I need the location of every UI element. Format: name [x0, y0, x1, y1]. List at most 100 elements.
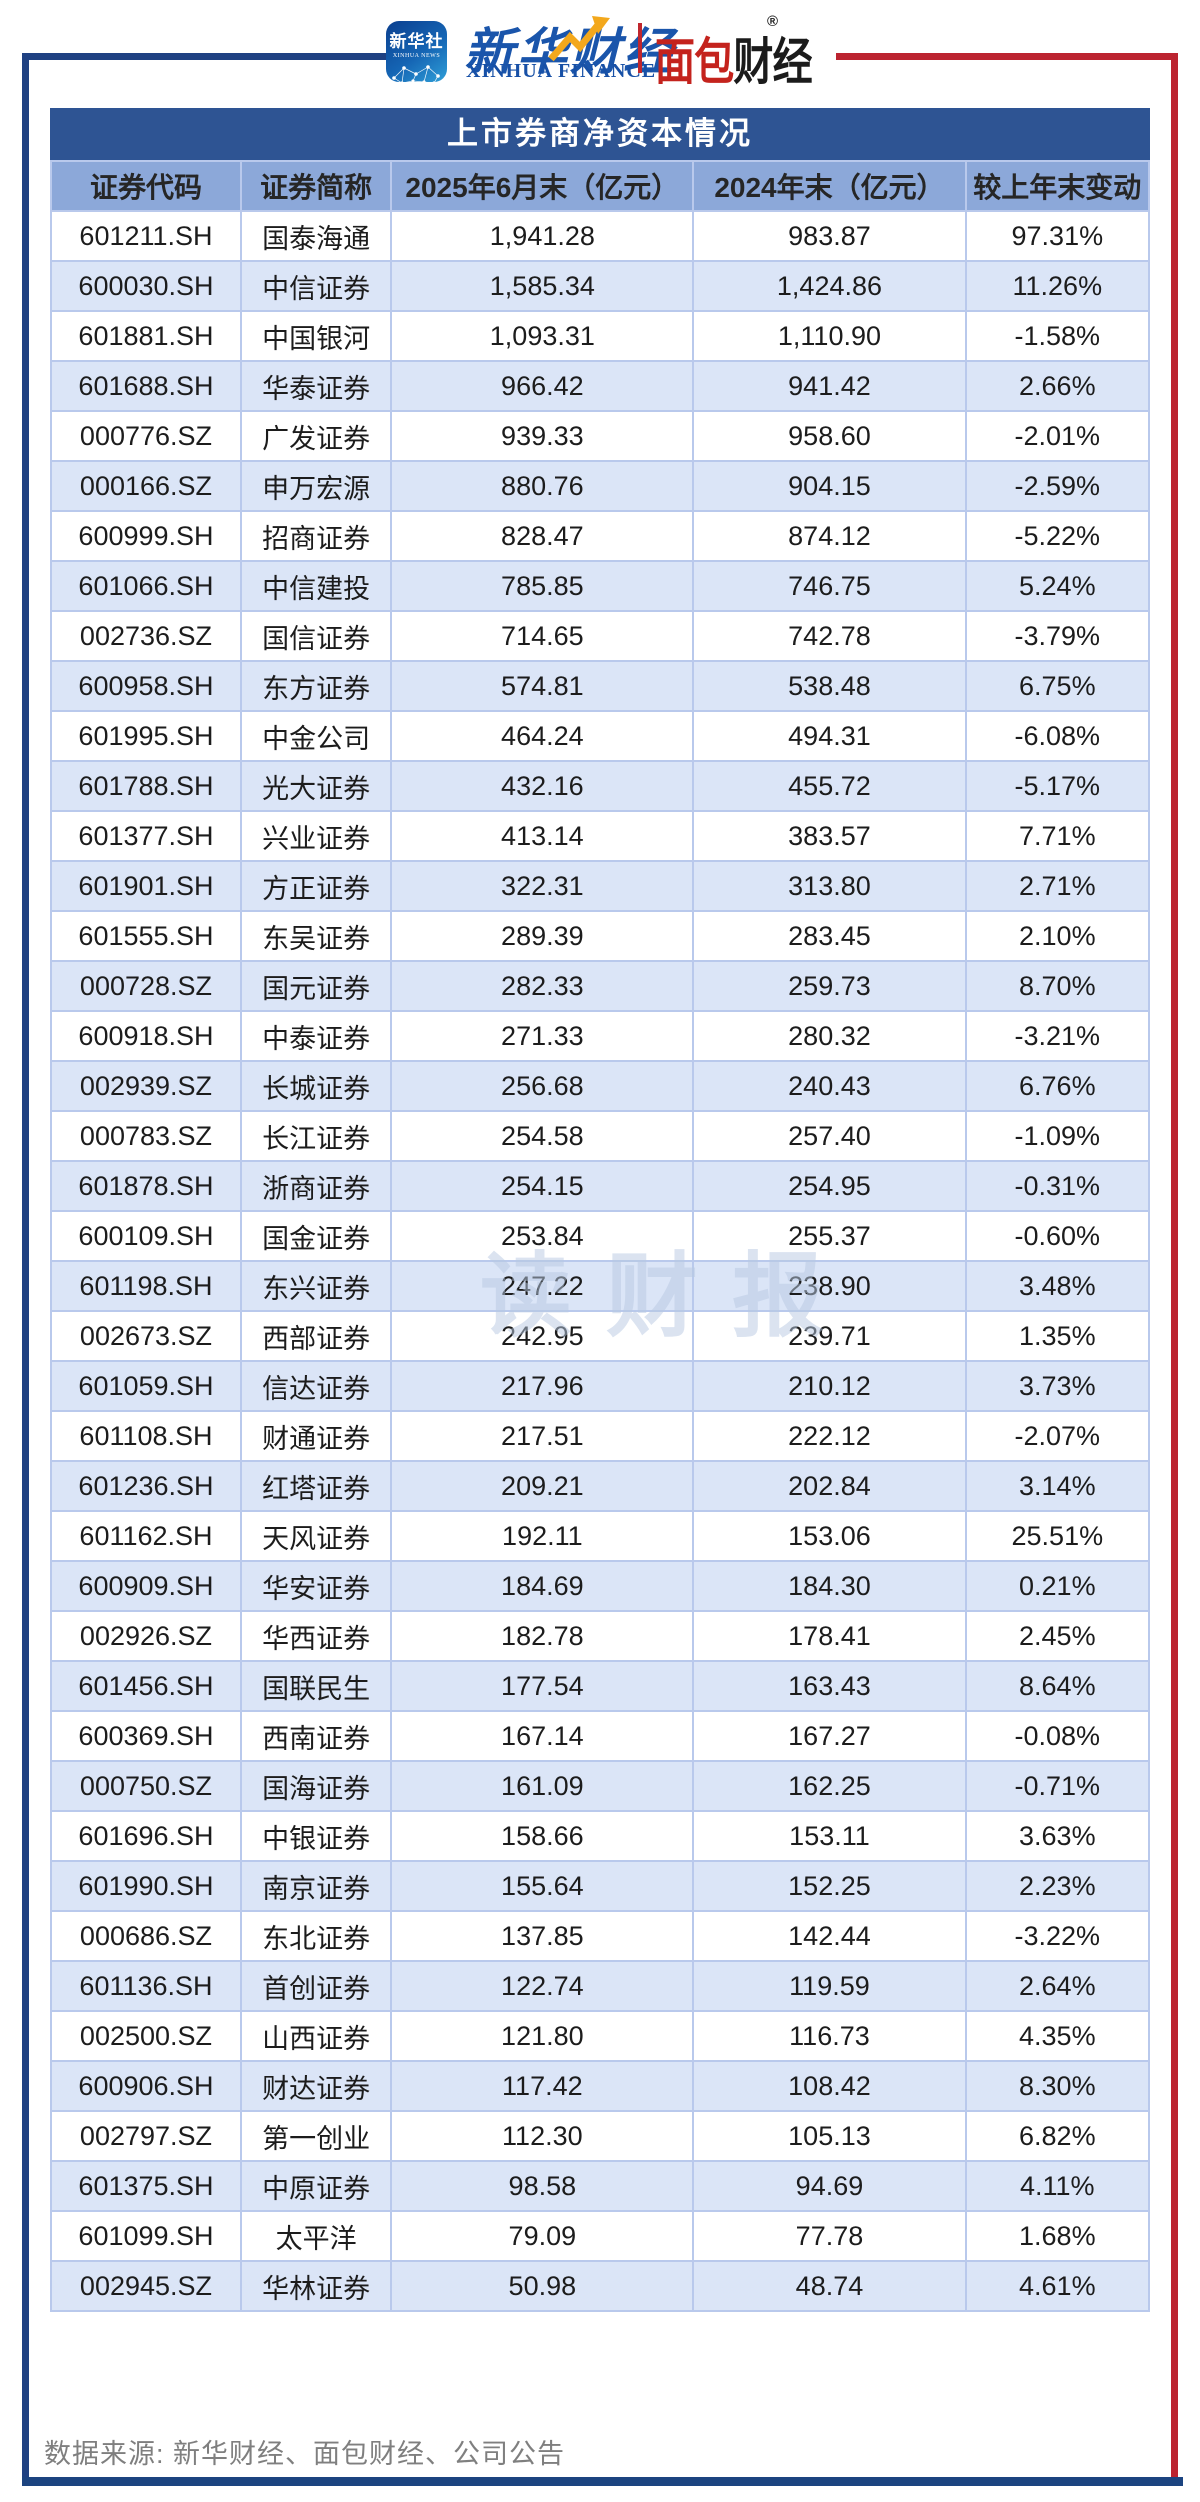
end2024-cell: 313.80	[692, 860, 967, 912]
table-row: 002673.SZ 西部证券 242.95 239.71 1.35%	[50, 1310, 1151, 1362]
xinhua-finance-en: XINHUA FINANCE	[466, 60, 657, 82]
change-cell: -0.71%	[964, 1760, 1151, 1812]
change-cell: 11.26%	[964, 260, 1151, 312]
end2024-cell: 455.72	[692, 760, 967, 812]
table-row: 002939.SZ 长城证券 256.68 240.43 6.76%	[50, 1060, 1151, 1112]
name-cell: 中金公司	[239, 710, 393, 762]
jun2025-cell: 253.84	[390, 1210, 695, 1262]
jun2025-cell: 247.22	[390, 1260, 695, 1312]
end2024-cell: 184.30	[692, 1560, 967, 1612]
table-row: 601198.SH 东兴证券 247.22 238.90 3.48%	[50, 1260, 1151, 1312]
jun2025-cell: 574.81	[390, 660, 695, 712]
table-row: 601788.SH 光大证券 432.16 455.72 -5.17%	[50, 760, 1151, 812]
frame-line-top-left	[22, 53, 386, 60]
jun2025-cell: 217.96	[390, 1360, 695, 1412]
code-cell: 601059.SH	[50, 1360, 242, 1412]
column-header-1: 证券简称	[239, 160, 393, 212]
name-cell: 第一创业	[239, 2110, 393, 2162]
table-header-row: 证券代码 证券简称 2025年6月末（亿元） 2024年末（亿元） 较上年末变动	[50, 160, 1151, 212]
jun2025-cell: 117.42	[390, 2060, 695, 2112]
code-cell: 600999.SH	[50, 510, 242, 562]
code-cell: 002500.SZ	[50, 2010, 242, 2062]
mianbao-finance-logo: 面包财经	[655, 22, 813, 94]
change-cell: -3.21%	[964, 1010, 1151, 1062]
column-header-2: 2025年6月末（亿元）	[390, 160, 695, 212]
table-row: 600369.SH 西南证券 167.14 167.27 -0.08%	[50, 1710, 1151, 1762]
table-row: 601066.SH 中信建投 785.85 746.75 5.24%	[50, 560, 1151, 612]
change-cell: -0.08%	[964, 1710, 1151, 1762]
name-cell: 申万宏源	[239, 460, 393, 512]
jun2025-cell: 289.39	[390, 910, 695, 962]
jun2025-cell: 413.14	[390, 810, 695, 862]
end2024-cell: 1,424.86	[692, 260, 967, 312]
end2024-cell: 240.43	[692, 1060, 967, 1112]
table-row: 601236.SH 红塔证券 209.21 202.84 3.14%	[50, 1460, 1151, 1512]
change-cell: 2.66%	[964, 360, 1151, 412]
end2024-cell: 254.95	[692, 1160, 967, 1212]
code-cell: 601901.SH	[50, 860, 242, 912]
code-cell: 000166.SZ	[50, 460, 242, 512]
jun2025-cell: 155.64	[390, 1860, 695, 1912]
code-cell: 601136.SH	[50, 1960, 242, 2012]
end2024-cell: 259.73	[692, 960, 967, 1012]
name-cell: 南京证券	[239, 1860, 393, 1912]
change-cell: 8.70%	[964, 960, 1151, 1012]
table-row: 601995.SH 中金公司 464.24 494.31 -6.08%	[50, 710, 1151, 762]
jun2025-cell: 209.21	[390, 1460, 695, 1512]
table-row: 601377.SH 兴业证券 413.14 383.57 7.71%	[50, 810, 1151, 862]
table-row: 000166.SZ 申万宏源 880.76 904.15 -2.59%	[50, 460, 1151, 512]
table-row: 601099.SH 太平洋 79.09 77.78 1.68%	[50, 2210, 1151, 2262]
jun2025-cell: 184.69	[390, 1560, 695, 1612]
change-cell: -1.09%	[964, 1110, 1151, 1162]
jun2025-cell: 98.58	[390, 2160, 695, 2212]
table-row: 601211.SH 国泰海通 1,941.28 983.87 97.31%	[50, 210, 1151, 262]
change-cell: 97.31%	[964, 210, 1151, 262]
end2024-cell: 1,110.90	[692, 310, 967, 362]
code-cell: 601236.SH	[50, 1460, 242, 1512]
end2024-cell: 119.59	[692, 1960, 967, 2012]
end2024-cell: 105.13	[692, 2110, 967, 2162]
name-cell: 光大证券	[239, 760, 393, 812]
name-cell: 国联民生	[239, 1660, 393, 1712]
name-cell: 中信建投	[239, 560, 393, 612]
jun2025-cell: 714.65	[390, 610, 695, 662]
table-row: 601059.SH 信达证券 217.96 210.12 3.73%	[50, 1360, 1151, 1412]
end2024-cell: 222.12	[692, 1410, 967, 1462]
table-row: 000750.SZ 国海证券 161.09 162.25 -0.71%	[50, 1760, 1151, 1812]
name-cell: 财通证券	[239, 1410, 393, 1462]
change-cell: 4.35%	[964, 2010, 1151, 2062]
mianbao-logo-red-part: 面包	[655, 34, 734, 90]
end2024-cell: 280.32	[692, 1010, 967, 1062]
end2024-cell: 742.78	[692, 610, 967, 662]
net-capital-table-section: 上市券商净资本情况 证券代码 证券简称 2025年6月末（亿元） 2024年末（亿元）…	[50, 108, 1151, 2312]
change-cell: 0.21%	[964, 1560, 1151, 1612]
change-cell: -0.31%	[964, 1160, 1151, 1212]
table-row: 601108.SH 财通证券 217.51 222.12 -2.07%	[50, 1410, 1151, 1462]
jun2025-cell: 122.74	[390, 1960, 695, 2012]
code-cell: 002945.SZ	[50, 2260, 242, 2312]
change-cell: 3.63%	[964, 1810, 1151, 1862]
end2024-cell: 153.06	[692, 1510, 967, 1562]
code-cell: 000728.SZ	[50, 960, 242, 1012]
jun2025-cell: 432.16	[390, 760, 695, 812]
net-capital-table: 证券代码 证券简称 2025年6月末（亿元） 2024年末（亿元） 较上年末变动 601…	[50, 160, 1151, 2312]
jun2025-cell: 1,093.31	[390, 310, 695, 362]
jun2025-cell: 322.31	[390, 860, 695, 912]
name-cell: 浙商证券	[239, 1160, 393, 1212]
code-cell: 000783.SZ	[50, 1110, 242, 1162]
jun2025-cell: 217.51	[390, 1410, 695, 1462]
xinhua-icon-subtitle: XINHUA NEWS	[392, 53, 441, 59]
jun2025-cell: 177.54	[390, 1660, 695, 1712]
code-cell: 601108.SH	[50, 1410, 242, 1462]
column-header-4: 较上年末变动	[964, 160, 1151, 212]
code-cell: 600918.SH	[50, 1010, 242, 1062]
end2024-cell: 746.75	[692, 560, 967, 612]
name-cell: 西部证券	[239, 1310, 393, 1362]
jun2025-cell: 1,941.28	[390, 210, 695, 262]
jun2025-cell: 271.33	[390, 1010, 695, 1062]
xinhua-icon-title: 新华社	[389, 32, 444, 51]
logo-divider-line	[638, 23, 642, 73]
name-cell: 国海证券	[239, 1760, 393, 1812]
network-globe-icon	[392, 65, 440, 82]
table-row: 601456.SH 国联民生 177.54 163.43 8.64%	[50, 1660, 1151, 1712]
